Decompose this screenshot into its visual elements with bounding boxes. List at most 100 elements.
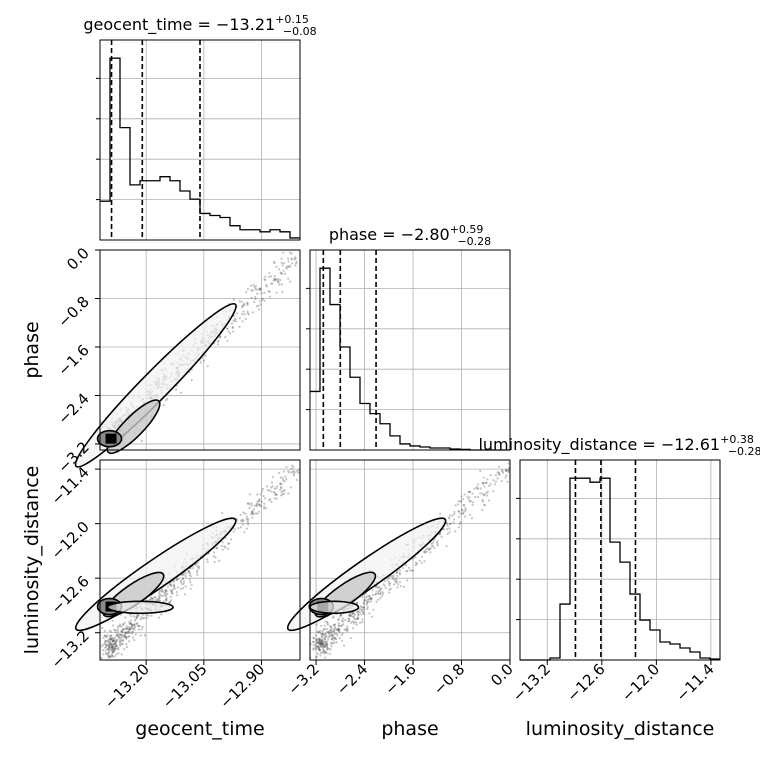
sample-point <box>295 260 298 263</box>
sample-point <box>488 484 491 487</box>
sample-point <box>337 629 340 632</box>
sample-point <box>449 522 452 525</box>
sample-point <box>336 628 339 632</box>
sample-point <box>317 640 320 644</box>
sample-point <box>108 649 111 652</box>
sample-point <box>353 613 357 616</box>
sample-point <box>113 643 116 646</box>
histogram-bar <box>640 620 650 660</box>
sample-point <box>253 286 256 289</box>
sample-point <box>158 589 161 592</box>
sample-point <box>104 640 107 643</box>
sample-point <box>318 643 321 646</box>
sample-point <box>160 613 163 616</box>
sample-point <box>241 518 244 521</box>
sample-point <box>127 628 131 631</box>
sample-point <box>235 312 238 315</box>
sample-point <box>332 615 335 618</box>
sample-point <box>226 327 229 331</box>
sample-point <box>244 512 247 515</box>
sample-point <box>369 597 372 600</box>
sample-point <box>254 285 257 288</box>
sample-point <box>464 508 467 511</box>
sample-point <box>368 597 371 600</box>
sample-point <box>468 490 471 493</box>
sample-point <box>322 649 325 652</box>
sample-point <box>471 492 474 495</box>
sample-point <box>258 288 261 291</box>
sample-point <box>340 619 343 622</box>
sample-point <box>430 542 433 545</box>
sample-point <box>359 605 362 608</box>
sample-point <box>183 593 187 596</box>
sample-point <box>115 647 118 650</box>
sample-point <box>288 471 291 474</box>
sample-point <box>274 493 278 496</box>
sample-point <box>166 592 169 596</box>
sample-point <box>363 598 366 602</box>
sample-point <box>257 304 260 307</box>
sample-point <box>251 512 255 515</box>
sample-point <box>460 495 463 498</box>
x-tick-label: −12.0 <box>618 660 663 705</box>
sample-point <box>104 629 107 633</box>
sample-point <box>322 643 325 646</box>
sample-point <box>418 559 421 562</box>
panel-frame <box>309 459 511 661</box>
sample-point <box>116 633 119 636</box>
sample-point <box>270 500 273 503</box>
sample-point <box>248 503 251 506</box>
sample-point <box>264 275 267 278</box>
sample-point <box>254 298 257 301</box>
sample-point <box>276 485 279 488</box>
y-tick-label: −2.4 <box>54 390 92 428</box>
sample-point <box>220 544 223 548</box>
sample-point <box>108 654 111 657</box>
sample-point <box>263 502 266 505</box>
sample-point <box>377 589 380 593</box>
sample-point <box>120 633 123 636</box>
sample-point <box>415 562 419 565</box>
sample-point <box>111 640 114 643</box>
sample-point <box>273 274 276 278</box>
sample-point <box>395 580 398 583</box>
sample-point <box>324 620 327 623</box>
sample-point <box>338 628 341 631</box>
sample-point <box>463 493 466 496</box>
sample-point <box>274 278 277 281</box>
sample-point <box>242 523 245 526</box>
sample-point <box>362 611 365 614</box>
sample-point <box>128 640 131 643</box>
sample-point <box>505 469 508 472</box>
sample-point <box>318 648 321 651</box>
sample-point <box>464 507 467 510</box>
sample-point <box>260 292 263 295</box>
sample-point <box>240 306 244 309</box>
sample-point <box>165 399 168 402</box>
sample-point <box>123 621 126 624</box>
sample-point <box>240 519 243 522</box>
sample-point <box>319 632 322 635</box>
sample-point <box>116 630 119 633</box>
sample-point <box>165 596 168 599</box>
sample-point <box>245 291 248 294</box>
sample-point <box>328 631 331 634</box>
histogram-bar <box>560 604 570 660</box>
sample-point <box>257 503 260 506</box>
sample-point <box>318 643 321 646</box>
sample-point <box>128 622 131 626</box>
sample-point <box>481 509 484 512</box>
sample-point <box>355 621 358 624</box>
sample-point <box>123 648 126 651</box>
sample-point <box>112 645 115 648</box>
sample-point <box>330 642 333 645</box>
sample-point <box>427 548 430 552</box>
sample-point <box>330 633 333 636</box>
sample-point <box>248 506 251 510</box>
sample-point <box>128 613 131 616</box>
sample-point <box>368 597 371 600</box>
title-median: geocent_time = −13.21 <box>83 15 275 35</box>
sample-point <box>112 637 115 640</box>
sample-point <box>172 588 175 591</box>
sample-point <box>223 545 226 548</box>
